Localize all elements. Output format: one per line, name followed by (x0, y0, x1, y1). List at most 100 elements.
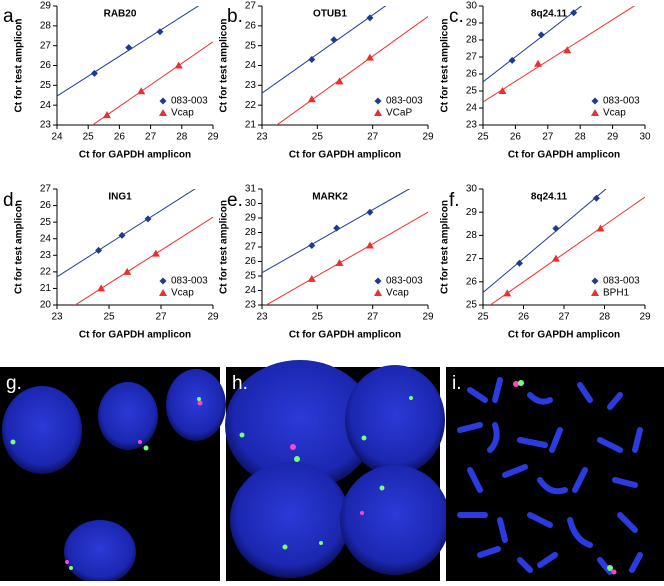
trend-line (91, 41, 213, 125)
chart-title: 8q24.11 (531, 192, 568, 203)
chart: f. 8q24.11 Ct for GAPDH amplicon Ct for tes… (440, 184, 651, 341)
y-tick-label: 30 (245, 198, 257, 209)
legend-marker (374, 277, 382, 285)
panel-label: d. (3, 190, 19, 211)
y-tick-label: 20 (40, 300, 52, 311)
trend-line (483, 6, 636, 103)
y-tick-label: 25 (245, 40, 257, 51)
legend-label: 083-003 (603, 96, 640, 107)
microscopy-image-i (446, 367, 664, 581)
data-point (97, 284, 106, 292)
y-tick-label: 21 (40, 283, 52, 294)
y-tick-label: 24 (466, 103, 478, 114)
y-tick-label: 26 (245, 256, 257, 267)
y-tick-label: 23 (466, 120, 478, 131)
microscopy-image-g (0, 367, 226, 584)
trend-line (262, 6, 387, 94)
chart-title: OTUB1 (313, 9, 347, 20)
panel-label: c. (449, 6, 464, 27)
legend-marker (159, 97, 167, 105)
y-tick-label: 26 (40, 200, 52, 211)
y-tick-label: 26 (245, 20, 257, 31)
x-tick-label: 25 (312, 132, 324, 143)
legend-marker (591, 289, 599, 296)
legend-label: 083-003 (171, 276, 208, 287)
y-tick-label: 24 (40, 100, 52, 111)
y-tick-label: 27 (40, 40, 52, 51)
legend-marker (159, 289, 167, 296)
data-point (366, 14, 374, 22)
panel-label: a. (3, 6, 19, 27)
trend-line (275, 16, 428, 125)
data-point (174, 61, 183, 69)
data-point (308, 56, 316, 64)
data-point (366, 208, 374, 216)
x-tick-label: 25 (477, 132, 489, 143)
legend-marker (591, 277, 599, 285)
y-tick-label: 25 (40, 217, 52, 228)
x-axis-label: Ct for GAPDH amplicon (289, 150, 401, 161)
y-tick-label: 22 (40, 266, 52, 277)
microscopy-image-h (225, 360, 450, 581)
data-point (307, 274, 316, 282)
data-point (156, 28, 164, 36)
y-tick-label: 28 (466, 230, 478, 241)
x-tick-label: 25 (83, 132, 95, 143)
data-point (333, 224, 341, 232)
data-point (330, 36, 338, 44)
y-axis-label: Ct for test amplicon (440, 19, 451, 113)
x-tick-label: 28 (599, 312, 611, 323)
trend-line (489, 196, 645, 305)
trend-line (57, 6, 200, 97)
data-point (552, 224, 560, 232)
y-tick-label: 26 (466, 69, 478, 80)
x-tick-label: 26 (114, 132, 126, 143)
y-tick-label: 26 (466, 276, 478, 287)
x-tick-label: 27 (367, 132, 379, 143)
x-tick-label: 27 (558, 312, 570, 323)
data-point (534, 59, 543, 67)
x-tick-label: 26 (518, 312, 530, 323)
legend-label: 083-003 (386, 96, 423, 107)
y-tick-label: 30 (466, 184, 478, 195)
panel-label: e. (227, 190, 243, 211)
data-point (335, 258, 344, 266)
y-tick-label: 27 (40, 184, 52, 195)
data-point (95, 246, 103, 254)
y-tick-label: 24 (40, 233, 52, 244)
y-tick-label: 31 (245, 184, 257, 195)
legend-label: VCaP (386, 108, 412, 119)
legend-label: Vcap (171, 108, 194, 119)
data-point (90, 69, 98, 77)
legend-marker (591, 97, 599, 105)
panel-label: f. (449, 190, 460, 211)
x-axis-label: Ct for GAPDH amplicon (79, 330, 191, 341)
x-tick-label: 29 (207, 132, 219, 143)
x-tick-label: 29 (207, 312, 219, 323)
chart-title: 8q24.11 (531, 9, 568, 20)
trend-line (57, 189, 196, 278)
y-tick-label: 23 (245, 80, 257, 91)
x-tick-label: 27 (367, 312, 379, 323)
data-point (365, 241, 374, 249)
y-tick-label: 30 (466, 1, 478, 12)
legend-label: 083-003 (603, 276, 640, 287)
data-point (144, 215, 152, 223)
data-point (503, 289, 512, 297)
y-axis-label: Ct for test amplicon (440, 200, 451, 294)
legend-label: 083-003 (171, 96, 208, 107)
x-axis-label: Ct for GAPDH amplicon (508, 330, 620, 341)
x-tick-label: 25 (103, 312, 115, 323)
x-axis-label: Ct for GAPDH amplicon (289, 330, 401, 341)
data-point (308, 242, 316, 250)
y-tick-label: 29 (466, 207, 478, 218)
y-tick-label: 28 (40, 20, 52, 31)
data-point (537, 31, 545, 39)
data-point (307, 95, 316, 103)
y-tick-label: 27 (245, 1, 257, 12)
legend-label: BPH1 (603, 288, 630, 299)
y-tick-label: 28 (466, 35, 478, 46)
chart: b. OTUB1 Ct for GAPDH amplicon Ct for test … (219, 1, 434, 161)
trend-line (483, 189, 607, 293)
